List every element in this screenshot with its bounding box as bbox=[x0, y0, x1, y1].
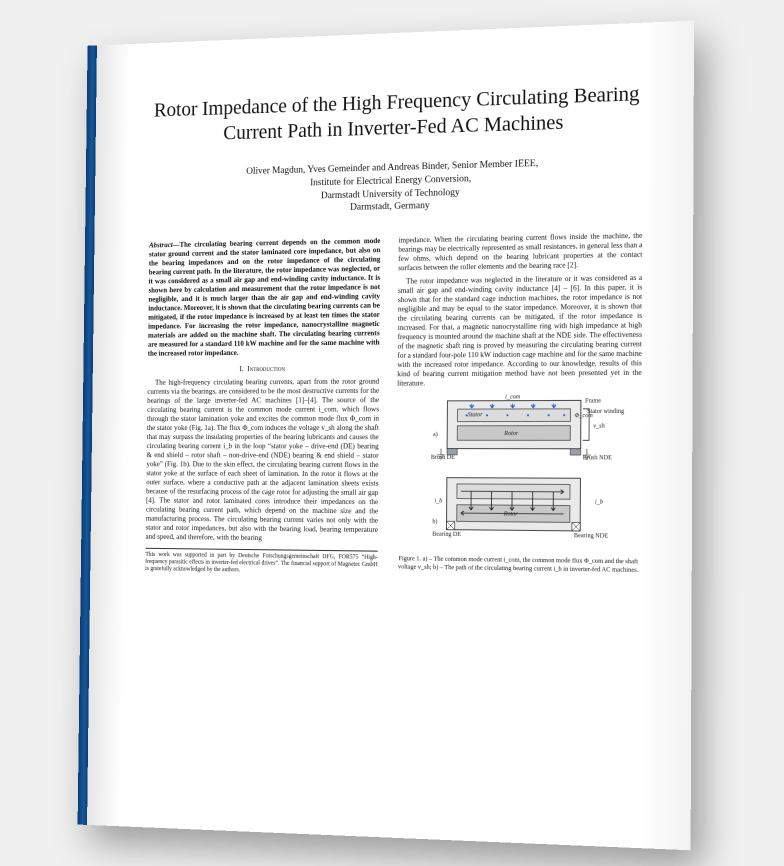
fig-label-ib-left: i_b bbox=[435, 499, 443, 505]
fig-label-ib-right: i_b bbox=[595, 500, 603, 506]
fig-label-stator-winding: Stator winding bbox=[587, 409, 624, 415]
section-number: I. bbox=[239, 364, 243, 373]
body-paragraph: The high-frequency circulating bearing c… bbox=[146, 377, 380, 544]
section-title: Introduction bbox=[247, 364, 285, 373]
fig-label-a: a) bbox=[433, 431, 438, 438]
fig-label-bearing-nde: Bearing NDE bbox=[574, 533, 609, 540]
fig-label-stator: Stator bbox=[468, 412, 484, 418]
fig-label-b: b) bbox=[432, 518, 437, 525]
book-spine bbox=[78, 45, 97, 825]
paper-page: Rotor Impedance of the High Frequency Ci… bbox=[87, 21, 694, 851]
fig-label-frame: Frame bbox=[585, 398, 601, 404]
body-paragraph: The rotor impedance was neglected in the… bbox=[397, 274, 642, 389]
fig-label-bearing-de: Bearing DE bbox=[432, 532, 461, 539]
two-column-body: Abstract—The circulating bearing current… bbox=[142, 232, 642, 826]
figure-1: i_com Frame Stator Φ_com Stator winding … bbox=[396, 394, 642, 574]
book-mockup: Rotor Impedance of the High Frequency Ci… bbox=[92, 43, 692, 823]
fig-label-vsh: v_sh bbox=[593, 424, 605, 430]
abstract: Abstract—The circulating bearing current… bbox=[148, 237, 381, 359]
fig-label-brush-nde: Brush NDE bbox=[583, 455, 613, 461]
body-paragraph: impedance. When the circulating bearing … bbox=[398, 232, 642, 274]
paper-title: Rotor Impedance of the High Frequency Ci… bbox=[150, 81, 643, 148]
section-heading: I. Introduction bbox=[148, 363, 380, 374]
fig-label-rotor-b: Rotor bbox=[503, 512, 519, 519]
abstract-text: The circulating bearing current depends … bbox=[148, 237, 381, 358]
abstract-lead: Abstract— bbox=[149, 241, 180, 250]
fig-label-rotor-a: Rotor bbox=[503, 431, 519, 437]
footnote: This work was supported in part by Deuts… bbox=[145, 548, 378, 577]
figure-1-caption: Figure 1. a) – The common mode current i… bbox=[396, 555, 641, 574]
fig-label-brush-de: Brush DE bbox=[431, 455, 456, 461]
author-block: Oliver Magdun, Yves Gemeinder and Andrea… bbox=[149, 155, 642, 220]
fig-label-icom: i_com bbox=[505, 395, 520, 401]
figure-1-svg: i_com Frame Stator Φ_com Stator winding … bbox=[410, 394, 627, 553]
